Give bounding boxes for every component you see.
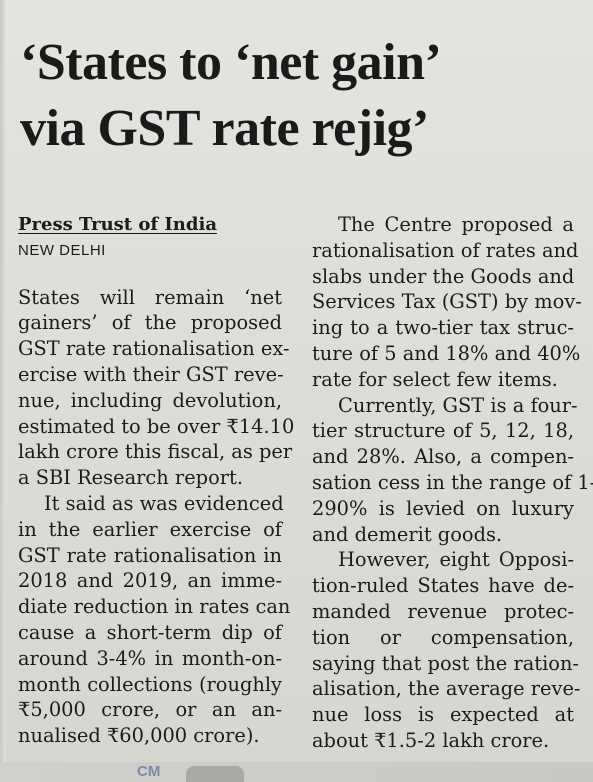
text-line: slabs under the Goods and xyxy=(312,264,575,288)
text-line: in the earlier exercise of xyxy=(18,517,282,541)
text-line: about ₹1.5-2 lakh crore. xyxy=(312,728,550,752)
text-line: 290% is levied on luxury xyxy=(312,496,574,520)
text-line: estimated to be over ₹14.10 xyxy=(18,414,295,438)
text-line: GST rate rationalisation ex- xyxy=(18,337,290,361)
headline-line-1: ‘States to ‘net gain’ xyxy=(20,34,442,91)
footer-strip xyxy=(0,762,593,782)
right-paragraph-3: However, eight Opposi-tion-ruled States … xyxy=(312,547,581,753)
text-line: 2018 and 2019, an imme- xyxy=(18,569,282,593)
text-line: tion-ruled States have de- xyxy=(312,574,574,598)
text-line: month collections (roughly xyxy=(18,672,282,696)
text-line: Services Tax (GST) by mov- xyxy=(312,290,582,314)
text-line: diate reduction in rates can xyxy=(18,595,291,619)
right-paragraph-2: Currently, GST is a four-tier structure … xyxy=(312,393,593,548)
right-column: The Centre proposed a rationalisation of … xyxy=(312,212,593,754)
text-line: sation cess in the range of 1- xyxy=(312,470,593,494)
text-line: nue, including devolution, xyxy=(18,388,282,412)
cm-mark: CM xyxy=(137,763,161,780)
left-paragraph-1: States will remain ‘net gainers’ of the p… xyxy=(18,285,295,491)
text-line: tier structure of 5, 12, 18, xyxy=(312,419,574,443)
text-line: However, eight Opposi- xyxy=(338,548,574,572)
text-line: cause a short-term dip of xyxy=(18,620,282,644)
text-line: manded revenue protec- xyxy=(312,599,574,623)
text-line: The Centre proposed a xyxy=(338,213,574,236)
text-line: rationalisation of rates and xyxy=(312,238,579,262)
text-line: ₹5,000 crore, or an an- xyxy=(18,698,282,722)
text-line: nue loss is expected at xyxy=(312,703,574,727)
text-line: and 28%. Also, a compen- xyxy=(312,445,574,469)
thumb-smudge xyxy=(186,766,244,782)
right-paragraph-1: The Centre proposed a rationalisation of … xyxy=(312,212,582,393)
text-line: ture of 5 and 18% and 40% xyxy=(312,341,581,365)
text-line: States will remain ‘net xyxy=(18,285,282,309)
text-line: ing to a two-tier tax struc- xyxy=(312,316,574,340)
left-column: Press Trust of India NEW DELHI States wi… xyxy=(18,212,295,749)
headline-line-2: via GST rate rejig’ xyxy=(20,100,429,157)
text-line: alisation, the average reve- xyxy=(312,677,581,701)
byline: Press Trust of India xyxy=(18,214,217,235)
text-line: ercise with their GST reve- xyxy=(18,362,284,386)
text-line: lakh crore this fiscal, as per xyxy=(18,440,293,464)
text-line: Currently, GST is a four- xyxy=(338,393,578,417)
dateline: NEW DELHI xyxy=(18,241,106,259)
text-line: nualised ₹60,000 crore). xyxy=(18,724,260,748)
text-line: It said as was evidenced xyxy=(44,491,284,515)
text-line: rate for select few items. xyxy=(312,367,558,391)
text-line: around 3-4% in month-on- xyxy=(18,646,282,670)
left-paragraph-2: It said as was evidenced in the earlier e… xyxy=(18,491,291,749)
headline: ‘States to ‘net gain’ via GST rate rejig… xyxy=(20,30,580,162)
text-line: and demerit goods. xyxy=(312,522,503,546)
text-line: gainers’ of the proposed xyxy=(18,311,282,335)
text-line: a SBI Research report. xyxy=(18,466,243,490)
text-line: tion or compensation, xyxy=(312,625,574,649)
text-line: saying that post the ration- xyxy=(312,651,579,675)
text-line: GST rate rationalisation in xyxy=(18,543,282,567)
page-edge xyxy=(0,0,6,782)
